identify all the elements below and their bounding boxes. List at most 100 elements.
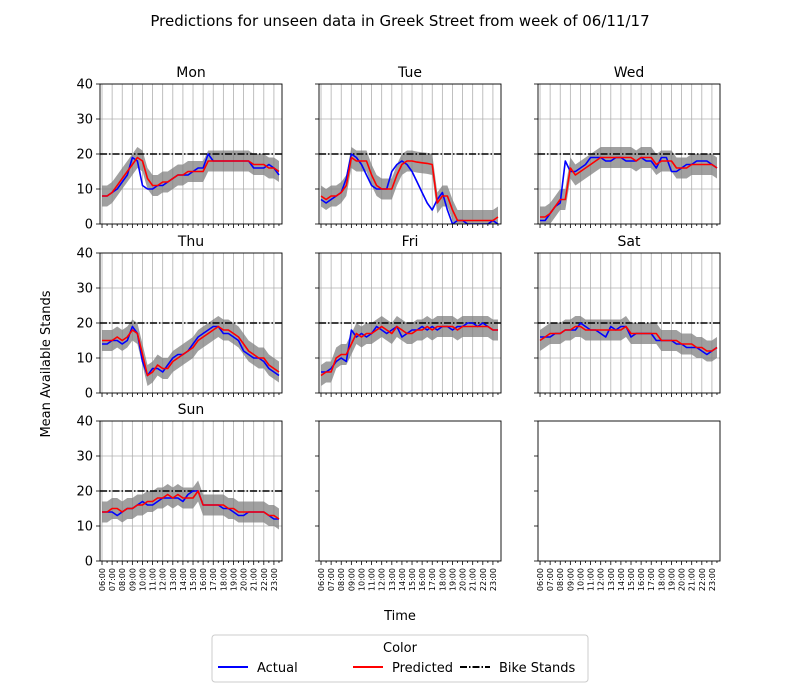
y-tick-label: 40 [76, 415, 93, 430]
x-tick-label: 20:00 [678, 568, 687, 591]
x-tick-label: 11:00 [368, 568, 377, 591]
x-tick-label: 17:00 [428, 568, 437, 591]
x-tick-label: 16:00 [637, 568, 646, 591]
x-tick-label: 19:00 [667, 568, 676, 591]
x-tick-label: 06:00 [536, 568, 545, 591]
y-tick-label: 0 [85, 555, 93, 570]
subplot-thu: Thu 0 10 20 30 40 [76, 234, 283, 402]
legend: Color Actual Predicted Bike Stands [211, 634, 589, 683]
subplot-tue: Tue [315, 65, 502, 228]
figure-title: Predictions for unseen data in Greek Str… [150, 12, 649, 30]
legend-label: Bike Stands [499, 661, 576, 676]
actual-series-line [102, 325, 280, 377]
x-tick-label: 10:00 [138, 568, 147, 591]
y-tick-label: 30 [76, 450, 93, 465]
subplot-empty-7: 06:00 07:00 08:00 09:00 10:00 11:00 12:00 13:00… [315, 420, 502, 591]
x-tick-label: 08:00 [337, 568, 346, 591]
legend-title: Color [383, 641, 418, 656]
subplot-wed: Wed [534, 65, 721, 228]
x-tick-label: 11:00 [149, 568, 158, 591]
plot-area [319, 421, 501, 561]
x-tick-label: 20:00 [459, 568, 468, 591]
x-tick-label: 22:00 [698, 568, 707, 591]
x-tick-label: 07:00 [108, 568, 117, 591]
y-tick-label: 40 [76, 78, 93, 93]
subplot-title: Sat [618, 234, 641, 250]
prediction-band [102, 147, 279, 207]
x-tick-label: 10:00 [576, 568, 585, 591]
x-tick-label: 18:00 [438, 568, 447, 591]
x-tick-label: 15:00 [627, 568, 636, 591]
y-tick-label: 0 [85, 218, 93, 233]
x-tick-label: 12:00 [378, 568, 387, 591]
x-tick-label: 18:00 [657, 568, 666, 591]
x-tick-label: 16:00 [418, 568, 427, 591]
x-tick-label: 07:00 [546, 568, 555, 591]
subplot-sun: Sun 0 10 20 30 40 06:00 07:00 08:00 09:00 10:00 11:… [76, 402, 283, 591]
x-tick-label: 15:00 [408, 568, 417, 591]
prediction-band [321, 147, 498, 224]
x-tick-label: 10:00 [357, 568, 366, 591]
x-tick-label: 08:00 [118, 568, 127, 591]
predicted-series-line [539, 325, 718, 352]
subplot-sat: Sat [534, 234, 721, 397]
subplot-title: Tue [397, 65, 422, 81]
y-tick-label: 40 [76, 247, 93, 262]
y-tick-label: 0 [85, 387, 93, 402]
x-tick-label: 17:00 [209, 568, 218, 591]
x-tick-label: 19:00 [229, 568, 238, 591]
predicted-series-line [102, 490, 280, 520]
y-tick-label: 30 [76, 113, 93, 128]
x-tick-label: 09:00 [347, 568, 356, 591]
y-tick-label: 30 [76, 282, 93, 297]
y-tick-label: 10 [76, 520, 93, 535]
subplot-title: Fri [402, 234, 419, 250]
x-axis-label: Time [383, 609, 416, 624]
x-tick-label: 13:00 [388, 568, 397, 591]
legend-label: Predicted [392, 661, 453, 676]
x-tick-label: 21:00 [469, 568, 478, 591]
predicted-series-line [540, 156, 718, 218]
x-tick-label: 07:00 [327, 568, 336, 591]
subplot-title: Thu [177, 234, 204, 250]
x-tick-label: 16:00 [199, 568, 208, 591]
x-tick-label: 09:00 [128, 568, 137, 591]
subplot-title: Sun [178, 402, 205, 418]
y-axis-label: Mean Available Stands [39, 290, 54, 437]
predicted-series-line [102, 156, 280, 197]
x-tick-label: 23:00 [489, 568, 498, 591]
x-tick-label: 12:00 [159, 568, 168, 591]
predicted-series-line [320, 325, 498, 377]
x-tick-label: 09:00 [566, 568, 575, 591]
y-tick-label: 10 [76, 183, 93, 198]
x-tick-label: 11:00 [587, 568, 596, 591]
x-tick-label: 12:00 [597, 568, 606, 591]
y-tick-label: 20 [76, 148, 93, 163]
x-tick-label: 13:00 [607, 568, 616, 591]
x-tick-label: 06:00 [317, 568, 326, 591]
legend-label: Actual [257, 661, 298, 676]
y-tick-label: 20 [76, 317, 93, 332]
prediction-band [540, 316, 717, 362]
subplot-empty-8: 06:00 07:00 08:00 09:00 10:00 11:00 12:00 13:00… [534, 420, 721, 591]
x-tick-label: 08:00 [556, 568, 565, 591]
x-tick-label: 14:00 [398, 568, 407, 591]
predicted-series-line [320, 156, 499, 222]
predicted-series-line [102, 325, 280, 377]
subplot-grid: Mon 0 10 20 30 40 Tue Wed Thu 0 10 20 30 40 Fri Sat Sun 0… [76, 65, 721, 591]
y-tick-label: 10 [76, 352, 93, 367]
x-tick-label: 14:00 [179, 568, 188, 591]
x-tick-label: 17:00 [647, 568, 656, 591]
x-tick-label: 21:00 [688, 568, 697, 591]
x-tick-label: 15:00 [189, 568, 198, 591]
subplot-mon: Mon 0 10 20 30 40 [76, 65, 283, 233]
prediction-band [102, 480, 279, 530]
x-tick-label: 13:00 [169, 568, 178, 591]
x-tick-label: 21:00 [250, 568, 259, 591]
legend-box [211, 634, 589, 683]
x-tick-label: 20:00 [240, 568, 249, 591]
x-tick-label: 06:00 [98, 568, 107, 591]
subplot-title: Mon [176, 65, 206, 81]
subplot-title: Wed [614, 65, 645, 81]
